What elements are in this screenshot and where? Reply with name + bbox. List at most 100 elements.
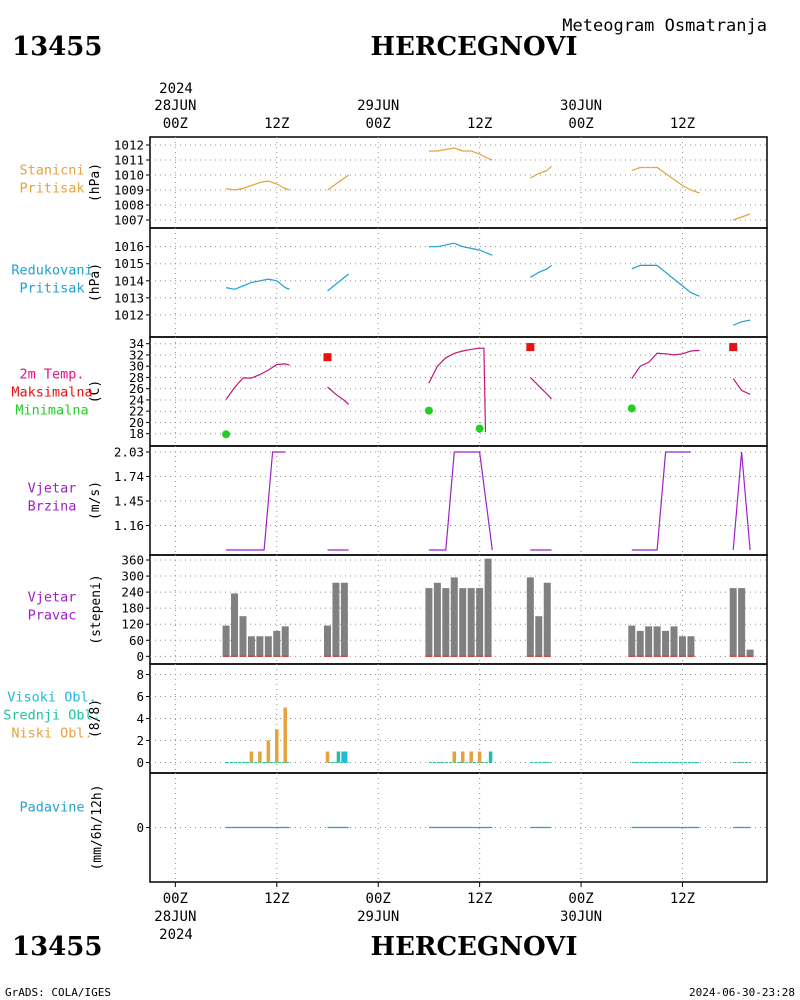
y-axis-unit-label: (mm/6h/12h)	[90, 784, 105, 870]
panel-frame	[149, 445, 768, 556]
wind-direction-bar	[281, 626, 289, 657]
low-cloud-bar	[266, 740, 271, 763]
wind-direction-bar	[425, 588, 433, 657]
wind-direction-bar	[459, 588, 467, 657]
time-tick-label: 00Z	[568, 116, 593, 132]
series-line-segment	[327, 273, 349, 292]
series-line-segment	[225, 180, 290, 191]
y-tick-label: 180	[121, 601, 144, 616]
y-tick-label: 1015	[114, 256, 144, 271]
series-line-segment	[226, 451, 286, 551]
series-label: Pravac	[28, 608, 77, 624]
series-line-segment	[225, 363, 290, 400]
panel-frame	[149, 663, 768, 774]
panel-clouds: 0 2 4 6 8 (8/8)Visoki Obl. Srednji Obl. Niski O…	[3, 663, 768, 774]
y-tick-label: 1007	[114, 213, 144, 228]
y-tick-label: 1.16	[114, 518, 144, 533]
wind-direction-bar	[264, 636, 272, 657]
series-line-segment	[428, 347, 487, 433]
wind-direction-bar	[222, 625, 230, 657]
max-temp-marker	[526, 343, 535, 352]
series-label: Padavine	[19, 800, 84, 816]
wind-direction-bar	[340, 582, 348, 657]
y-tick-label: 1010	[114, 168, 144, 183]
time-tick-label: 12Z	[264, 891, 289, 907]
date-tick-label: 30JUN	[560, 98, 602, 114]
wind-direction-bar	[273, 630, 281, 657]
wind-direction-bar	[484, 558, 492, 657]
series-line-segment	[732, 378, 751, 395]
series-line-segment	[225, 278, 290, 290]
series-line-segment	[327, 174, 349, 191]
y-tick-label: 18	[129, 426, 144, 441]
y-tick-label: 32	[129, 347, 144, 362]
y-tick-label: 360	[121, 553, 144, 568]
wind-direction-bar	[450, 577, 458, 657]
station-name-top: HERCEGNOVI	[371, 32, 578, 62]
y-axis-unit-label: (hPa)	[88, 163, 103, 202]
time-tick-label: 00Z	[568, 891, 593, 907]
time-tick-label: 12Z	[670, 116, 695, 132]
year-label-bottom: 2024	[159, 927, 193, 943]
y-tick-label: 1.74	[114, 469, 144, 484]
y-tick-label: 24	[129, 392, 144, 407]
wind-direction-bar	[543, 582, 551, 657]
series-label: Srednji Obl.	[3, 708, 101, 724]
wind-direction-bar	[535, 616, 543, 657]
wind-direction-bar	[746, 649, 754, 657]
time-tick-label: 00Z	[163, 891, 188, 907]
low-cloud-bar	[469, 751, 473, 763]
y-tick-label: 240	[121, 585, 144, 600]
time-tick-label: 00Z	[366, 891, 391, 907]
max-temp-marker	[729, 343, 738, 352]
min-temp-marker	[475, 424, 484, 433]
y-tick-label: 34	[129, 336, 144, 351]
date-tick-label: 28JUN	[154, 909, 196, 925]
wind-direction-bar	[653, 626, 661, 657]
wind-direction-bar	[678, 636, 686, 657]
wind-direction-bar	[467, 588, 475, 657]
series-label: 2m Temp.	[19, 367, 84, 383]
min-temp-marker	[424, 406, 433, 415]
time-tick-label: 00Z	[163, 116, 188, 132]
high-cloud-bar	[341, 751, 348, 763]
station-name-bottom: HERCEGNOVI	[371, 932, 578, 962]
low-cloud-bar	[477, 751, 482, 763]
time-tick-label: 12Z	[670, 891, 695, 907]
series-line-segment	[732, 319, 751, 326]
y-tick-label: 30	[129, 359, 144, 374]
y-tick-label: 1012	[114, 138, 144, 153]
y-tick-label: 6	[136, 689, 144, 704]
series-label: Redukovani	[11, 263, 92, 279]
panel-wind_speed: 1.16 1.45 1.74 2.03 (m/s) Vjetar Brzina	[28, 445, 768, 556]
y-axis-unit-label: (m/s)	[88, 481, 103, 520]
y-tick-label: 120	[121, 617, 144, 632]
wind-direction-bar	[645, 626, 653, 657]
station-id-top: 13455	[12, 32, 102, 62]
series-label: Visoki Obl.	[7, 690, 96, 706]
series-line-segment	[631, 166, 700, 194]
wind-direction-bar	[433, 582, 441, 657]
min-temp-marker	[222, 430, 231, 439]
low-cloud-bar	[283, 707, 287, 763]
series-label: Niski Obl.	[11, 726, 92, 742]
time-tick-label: 12Z	[467, 116, 492, 132]
date-tick-label: 30JUN	[560, 909, 602, 925]
y-tick-label: 0	[136, 649, 144, 664]
mid-cloud-bar	[336, 751, 341, 763]
y-tick-label: 1.45	[114, 494, 144, 509]
series-line-segment	[529, 376, 552, 400]
low-cloud-bar	[275, 729, 279, 763]
wind-direction-bar	[729, 588, 737, 657]
wind-direction-bar	[476, 588, 484, 657]
series-label: Brzina	[28, 499, 77, 515]
y-tick-label: 1011	[114, 153, 144, 168]
panel-frame	[149, 136, 768, 229]
wind-direction-bar	[323, 625, 331, 657]
wind-direction-bar	[256, 636, 264, 657]
wind-direction-bar	[628, 625, 636, 657]
panel-precipitation: 0 (mm/6h/12h) Padavine	[19, 772, 768, 883]
panel-frame	[149, 336, 768, 447]
